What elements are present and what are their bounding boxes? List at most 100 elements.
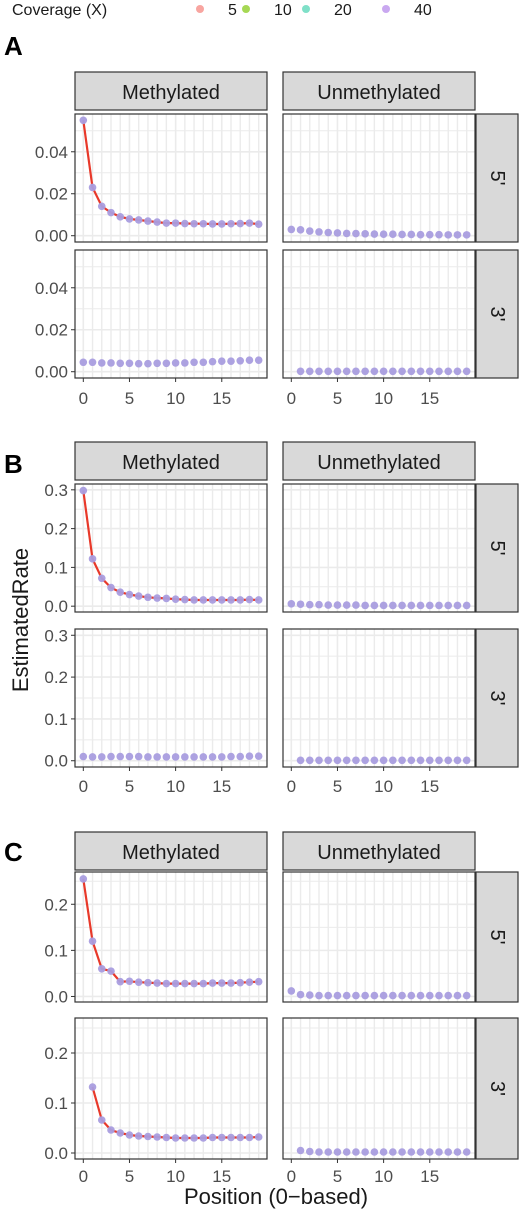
data-point [425, 991, 434, 1000]
data-point [398, 756, 406, 765]
data-point [217, 1133, 226, 1142]
data-point [296, 990, 305, 999]
data-point [162, 1133, 171, 1142]
data-point [425, 756, 434, 765]
data-point [370, 601, 379, 610]
data-point [134, 1132, 143, 1140]
data-point [296, 367, 305, 376]
data-point [134, 592, 143, 600]
data-point [315, 367, 323, 376]
data-point [254, 1133, 263, 1141]
facet-unmethylated-3prime [282, 249, 476, 379]
data-point [162, 219, 171, 227]
facet-background [283, 872, 475, 1002]
x-tick-label: 15 [420, 389, 439, 408]
x-tick-label: 0 [287, 1167, 296, 1186]
data-point [97, 574, 106, 583]
data-point [125, 359, 134, 368]
data-point [370, 230, 379, 238]
data-point [254, 596, 263, 604]
data-point [315, 756, 323, 765]
data-point [389, 756, 397, 765]
data-point [97, 202, 106, 211]
data-point [236, 596, 245, 604]
x-tick-label: 10 [166, 777, 185, 796]
data-point [342, 229, 351, 238]
x-tick-label: 5 [125, 777, 134, 796]
data-point [144, 753, 152, 761]
data-point [125, 590, 134, 599]
data-point [107, 752, 115, 761]
x-tick-label: 0 [79, 1167, 88, 1186]
facet-unmethylated-3prime [282, 1017, 476, 1160]
data-point [181, 219, 189, 228]
column-strip [282, 71, 476, 111]
data-point [125, 977, 134, 986]
facet-background [283, 114, 475, 242]
data-point [407, 991, 416, 1000]
data-point [407, 230, 416, 239]
data-point [88, 1083, 97, 1091]
facet-border [282, 483, 476, 613]
y-tick-label: 0.04 [35, 143, 68, 162]
data-point [171, 359, 180, 367]
x-tick-label: 5 [333, 389, 342, 408]
column-strip-label: Methylated [122, 452, 220, 474]
data-point [342, 756, 351, 765]
data-point [287, 600, 296, 608]
column-strip [74, 441, 268, 481]
data-point [116, 752, 125, 761]
data-point [236, 978, 245, 987]
x-tick-label: 10 [374, 389, 393, 408]
data-point [236, 219, 245, 228]
legend-entry: 20 [302, 2, 352, 19]
data-point [107, 583, 115, 592]
data-point [190, 753, 198, 761]
data-point [352, 367, 360, 376]
column-strip-label: Unmethylated [317, 82, 440, 104]
data-point [190, 219, 198, 228]
data-point [352, 756, 360, 765]
facet-methylated-5prime [74, 483, 268, 613]
data-point [116, 1129, 125, 1137]
data-point [444, 756, 453, 765]
data-point [88, 555, 97, 563]
x-tick-label: 10 [374, 1167, 393, 1186]
facet-border [282, 113, 476, 243]
data-point [116, 213, 125, 221]
data-point [208, 979, 217, 987]
row-strip-label: 5' [486, 171, 508, 186]
data-point [227, 1133, 235, 1142]
data-point [245, 595, 254, 604]
data-point [171, 219, 180, 227]
data-point [199, 979, 208, 988]
x-tick-label: 5 [333, 1167, 342, 1186]
x-tick-label: 0 [79, 389, 88, 408]
data-point [305, 756, 314, 765]
data-point [342, 367, 351, 376]
data-point [199, 596, 208, 604]
data-point [324, 228, 333, 237]
data-point [107, 967, 115, 975]
data-point [435, 1148, 443, 1156]
data-point [333, 601, 342, 609]
data-point [361, 230, 369, 238]
data-point [398, 991, 406, 1000]
data-point [444, 601, 453, 610]
data-point [407, 1148, 416, 1156]
data-point [134, 978, 143, 986]
data-point [116, 977, 125, 986]
data-point [333, 229, 342, 237]
facet-border [282, 871, 476, 1003]
data-point [181, 979, 189, 988]
legend-entry: 5 [196, 2, 237, 19]
data-point [453, 756, 462, 765]
data-point [462, 231, 471, 239]
data-point [342, 601, 351, 609]
x-tick-label: 10 [166, 389, 185, 408]
data-point [370, 367, 379, 376]
facet-border [282, 1017, 476, 1160]
data-point [153, 1133, 161, 1141]
data-point [125, 752, 134, 761]
x-tick-label: 15 [420, 777, 439, 796]
